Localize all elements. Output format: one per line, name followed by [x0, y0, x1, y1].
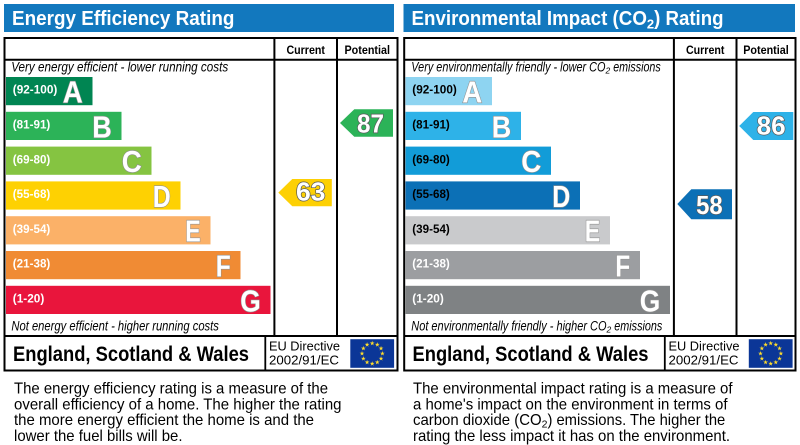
- svg-text:a home's impact on the environ: a home's impact on the environment in te…: [413, 396, 728, 413]
- svg-text:carbon dioxide (CO2) emissions: carbon dioxide (CO2) emissions. The high…: [413, 412, 725, 431]
- svg-text:Environmental Impact (CO2) Rat: Environmental Impact (CO2) Rating: [412, 8, 724, 32]
- svg-text:(55-68): (55-68): [13, 189, 51, 201]
- svg-text:EU Directive: EU Directive: [269, 339, 340, 354]
- svg-text:The energy efficiency rating i: The energy efficiency rating is a measur…: [14, 381, 328, 398]
- svg-text:(69-80): (69-80): [412, 154, 450, 166]
- svg-text:(92-100): (92-100): [13, 85, 58, 97]
- svg-text:Very energy efficient - lower: Very energy efficient - lower running co…: [11, 60, 228, 75]
- svg-text:86: 86: [757, 111, 786, 141]
- svg-text:England, Scotland & Wales: England, Scotland & Wales: [13, 343, 249, 366]
- svg-text:E: E: [185, 215, 201, 249]
- svg-text:G: G: [640, 284, 661, 318]
- svg-text:G: G: [240, 284, 261, 318]
- svg-text:C: C: [122, 145, 142, 179]
- svg-text:C: C: [521, 145, 541, 179]
- svg-text:(39-54): (39-54): [13, 224, 51, 236]
- svg-text:(92-100): (92-100): [412, 85, 457, 97]
- svg-text:The environmental impact ratin: The environmental impact rating is a mea…: [413, 381, 733, 398]
- svg-text:overall efficiency of a home.: overall efficiency of a home. The higher…: [14, 396, 342, 413]
- svg-text:A: A: [63, 76, 83, 110]
- svg-text:(21-38): (21-38): [412, 259, 450, 271]
- svg-text:Current: Current: [286, 43, 325, 57]
- svg-text:England, Scotland & Wales: England, Scotland & Wales: [413, 343, 649, 366]
- svg-text:(1-20): (1-20): [412, 294, 444, 306]
- svg-text:D: D: [552, 180, 570, 214]
- svg-text:Energy Efficiency Rating: Energy Efficiency Rating: [12, 8, 234, 30]
- svg-text:the more energy efficient the: the more energy efficient the home is an…: [14, 412, 314, 429]
- svg-text:(81-91): (81-91): [13, 120, 51, 132]
- svg-text:rating the less impact it has: rating the less impact it has on the env…: [413, 428, 730, 445]
- svg-text:lower the fuel bills will be.: lower the fuel bills will be.: [14, 428, 183, 445]
- svg-text:F: F: [615, 250, 630, 284]
- svg-text:B: B: [92, 110, 112, 144]
- svg-text:2002/91/EC: 2002/91/EC: [669, 353, 739, 368]
- svg-text:(55-68): (55-68): [412, 189, 450, 201]
- svg-text:B: B: [492, 110, 512, 144]
- svg-text:(21-38): (21-38): [13, 259, 51, 271]
- svg-text:F: F: [216, 250, 231, 284]
- svg-text:Not environmentally friendly -: Not environmentally friendly - higher CO…: [411, 319, 662, 335]
- svg-text:Current: Current: [686, 43, 725, 57]
- svg-text:EU Directive: EU Directive: [669, 339, 740, 354]
- svg-text:Potential: Potential: [743, 43, 789, 57]
- svg-text:(81-91): (81-91): [412, 120, 450, 132]
- svg-text:D: D: [153, 180, 171, 214]
- svg-text:E: E: [585, 215, 601, 249]
- svg-text:63: 63: [296, 176, 326, 206]
- svg-text:A: A: [462, 76, 482, 110]
- svg-text:Potential: Potential: [345, 43, 391, 57]
- svg-text:87: 87: [357, 109, 384, 139]
- svg-text:58: 58: [696, 190, 723, 220]
- svg-text:2002/91/EC: 2002/91/EC: [269, 353, 339, 368]
- svg-text:Very environmentally friendly: Very environmentally friendly - lower CO…: [411, 60, 661, 76]
- svg-text:Not energy efficient - higher: Not energy efficient - higher running co…: [11, 319, 219, 334]
- svg-text:(1-20): (1-20): [13, 294, 45, 306]
- svg-text:(39-54): (39-54): [412, 224, 450, 236]
- svg-text:(69-80): (69-80): [13, 154, 51, 166]
